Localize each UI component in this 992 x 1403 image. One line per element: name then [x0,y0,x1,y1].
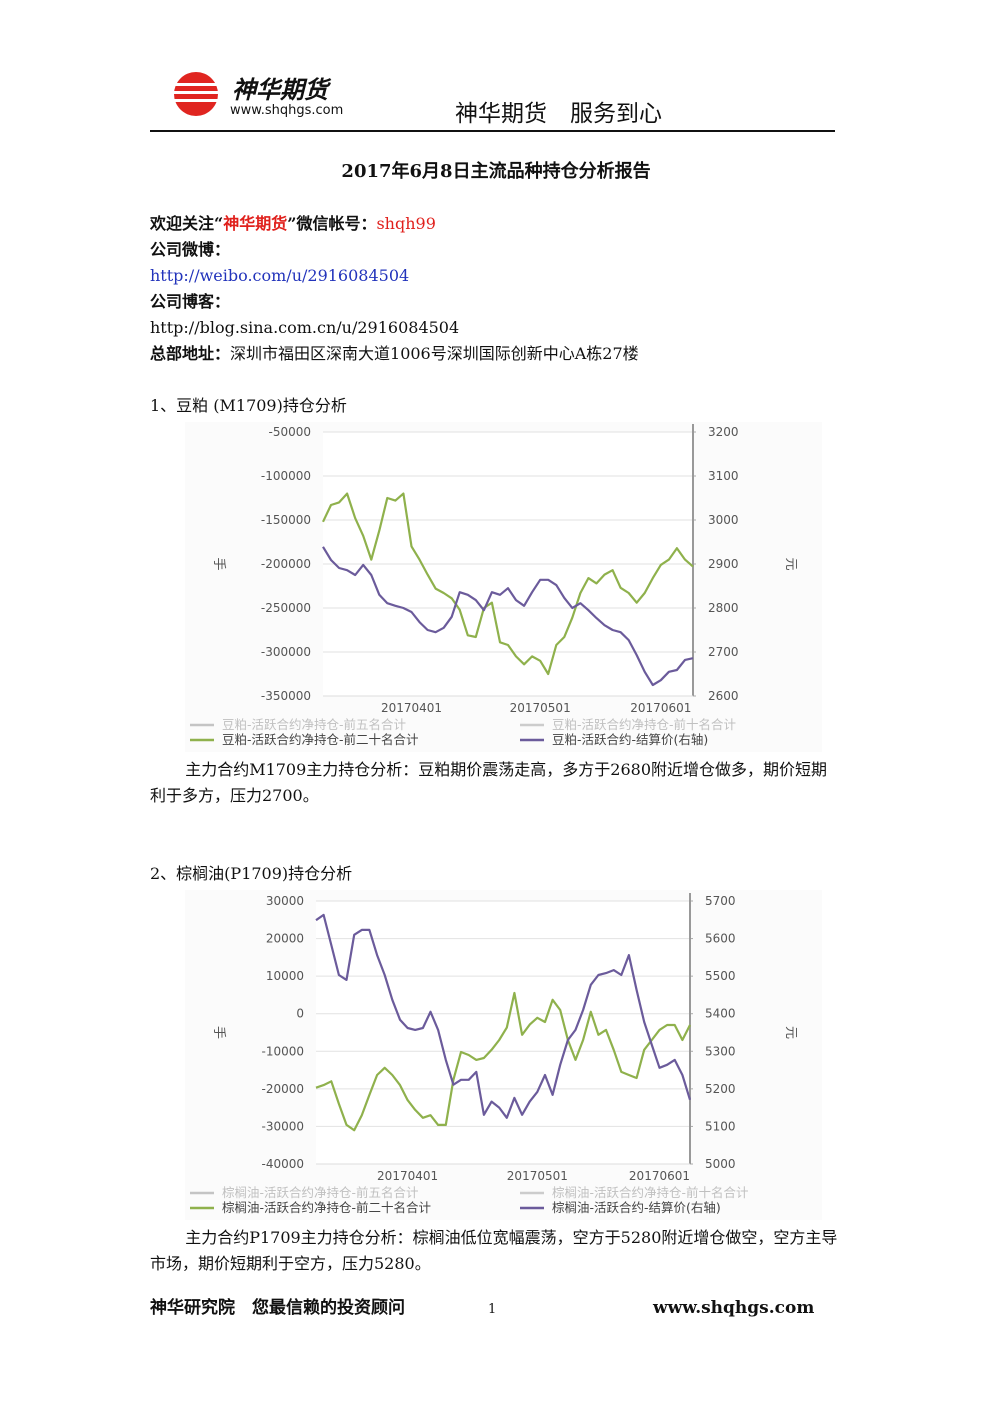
y2-tick-label: 5100 [705,1119,736,1133]
legend-label: 棕榈油-活跃合约净持仓-前十名合计 [552,1185,749,1200]
y2-axis-label: 元 [783,1026,798,1039]
weibo-link[interactable]: http://weibo.com/u/2916084504 [150,266,410,285]
header-rule [150,130,835,132]
y2-tick-label: 3100 [708,469,739,483]
follow-line: 欢迎关注“神华期货”微信帐号：shqh99 [150,214,436,234]
label: 公司博客： [150,292,231,311]
y-tick-label: -40000 [261,1157,304,1171]
legend-label: 棕榈油-活跃合约净持仓-前二十名合计 [222,1200,431,1215]
wechat-id: shqh99 [376,214,436,233]
y-tick-label: -100000 [261,469,311,483]
y-tick-label: -150000 [261,513,311,527]
y-tick-label: 30000 [266,894,304,908]
y-tick-label: 0 [296,1007,304,1021]
slogan: 神华期货 服务到心 [455,101,662,127]
chart: -350000 -300000 -250000 -200000 -150000 -1000… [185,422,822,752]
series-line [315,991,691,1132]
address: 深圳市福田区深南大道1006号深圳国际创新中心A栋27楼 [230,344,639,363]
legend-label: 豆粕-活跃合约-结算价(右轴) [552,732,708,747]
footer-right: www.shqhgs.com [653,1298,815,1318]
footer-left: 神华研究院 您最信赖的投资顾问 [150,1298,405,1318]
section-heading: 1、豆粕 (M1709)持仓分析 [150,396,347,415]
x-tick-label: 20170401 [381,701,442,715]
x-tick-label: 20170401 [377,1169,438,1183]
y2-tick-label: 3000 [708,513,739,527]
x-tick-label: 20170501 [507,1169,568,1183]
y2-tick-label: 2600 [708,689,739,703]
series-line [322,546,694,687]
section-heading: 2、棕榈油(P1709)持仓分析 [150,864,353,883]
legend-label: 豆粕-活跃合约净持仓-前十名合计 [552,717,736,732]
x-tick-label: 20170601 [630,701,691,715]
series-line [315,913,692,1119]
analysis: 主力合约P1709主力持仓分析：棕榈油低位宽幅震荡，空方于5280附近增仓做空，… [150,1228,838,1273]
y2-tick-label: 2900 [708,557,739,571]
y-tick-label: -350000 [261,689,311,703]
y-axis-label: 手 [211,557,226,570]
y-tick-label: -30000 [261,1119,304,1133]
logo-name: 神华期货 [232,76,328,104]
y2-tick-label: 5300 [705,1044,736,1058]
y-tick-label: -300000 [261,645,311,659]
y-tick-label: -250000 [261,601,311,615]
logo-mark [170,72,222,116]
legend-label: 豆粕-活跃合约净持仓-前二十名合计 [222,732,419,747]
label: 总部地址： [150,344,231,363]
legend-label: 豆粕-活跃合约净持仓-前五名合计 [222,717,406,732]
text: ”微信帐号： [287,214,377,233]
y2-tick-label: 5000 [705,1157,736,1171]
chart: -40000 -30000 -20000 -10000 0 10000 20000 30000… [185,890,822,1220]
y2-tick-label: 5200 [705,1082,736,1096]
y-tick-label: -20000 [261,1082,304,1096]
x-tick-label: 20170601 [629,1169,690,1183]
y2-tick-label: 5700 [705,894,736,908]
y2-tick-label: 3200 [708,425,739,439]
text: 神华期货 [223,214,288,233]
legend-label: 棕榈油-活跃合约-结算价(右轴) [552,1200,721,1215]
y2-tick-label: 5500 [705,969,736,983]
text: 欢迎关注“ [150,214,224,233]
y2-tick-label: 5400 [705,1007,736,1021]
y-tick-label: 20000 [266,932,304,946]
y-tick-label: 10000 [266,969,304,983]
label: 公司微博： [150,240,231,259]
logo-url: www.shqhgs.com [230,103,344,118]
y-tick-label: -50000 [268,425,311,439]
y2-axis-label: 元 [783,557,798,570]
legend-label: 棕榈油-活跃合约净持仓-前五名合计 [222,1185,419,1200]
address-line: 总部地址：深圳市福田区深南大道1006号深圳国际创新中心A栋27楼 [150,344,639,364]
series-line [322,492,694,676]
page-number: 1 [488,1302,497,1317]
y2-tick-label: 2700 [708,645,739,659]
y-axis-label: 手 [211,1026,226,1039]
analysis: 主力合约M1709主力持仓分析：豆粕期价震荡走高，多方于2680附近增仓做多，期… [150,760,828,805]
y2-tick-label: 5600 [705,932,736,946]
y-tick-label: -200000 [261,557,311,571]
report-title: 2017年6月8日主流品种持仓分析报告 [341,161,651,182]
x-tick-label: 20170501 [510,701,571,715]
blog-link[interactable]: http://blog.sina.com.cn/u/2916084504 [150,318,460,337]
y-tick-label: -10000 [261,1044,304,1058]
y2-tick-label: 2800 [708,601,739,615]
